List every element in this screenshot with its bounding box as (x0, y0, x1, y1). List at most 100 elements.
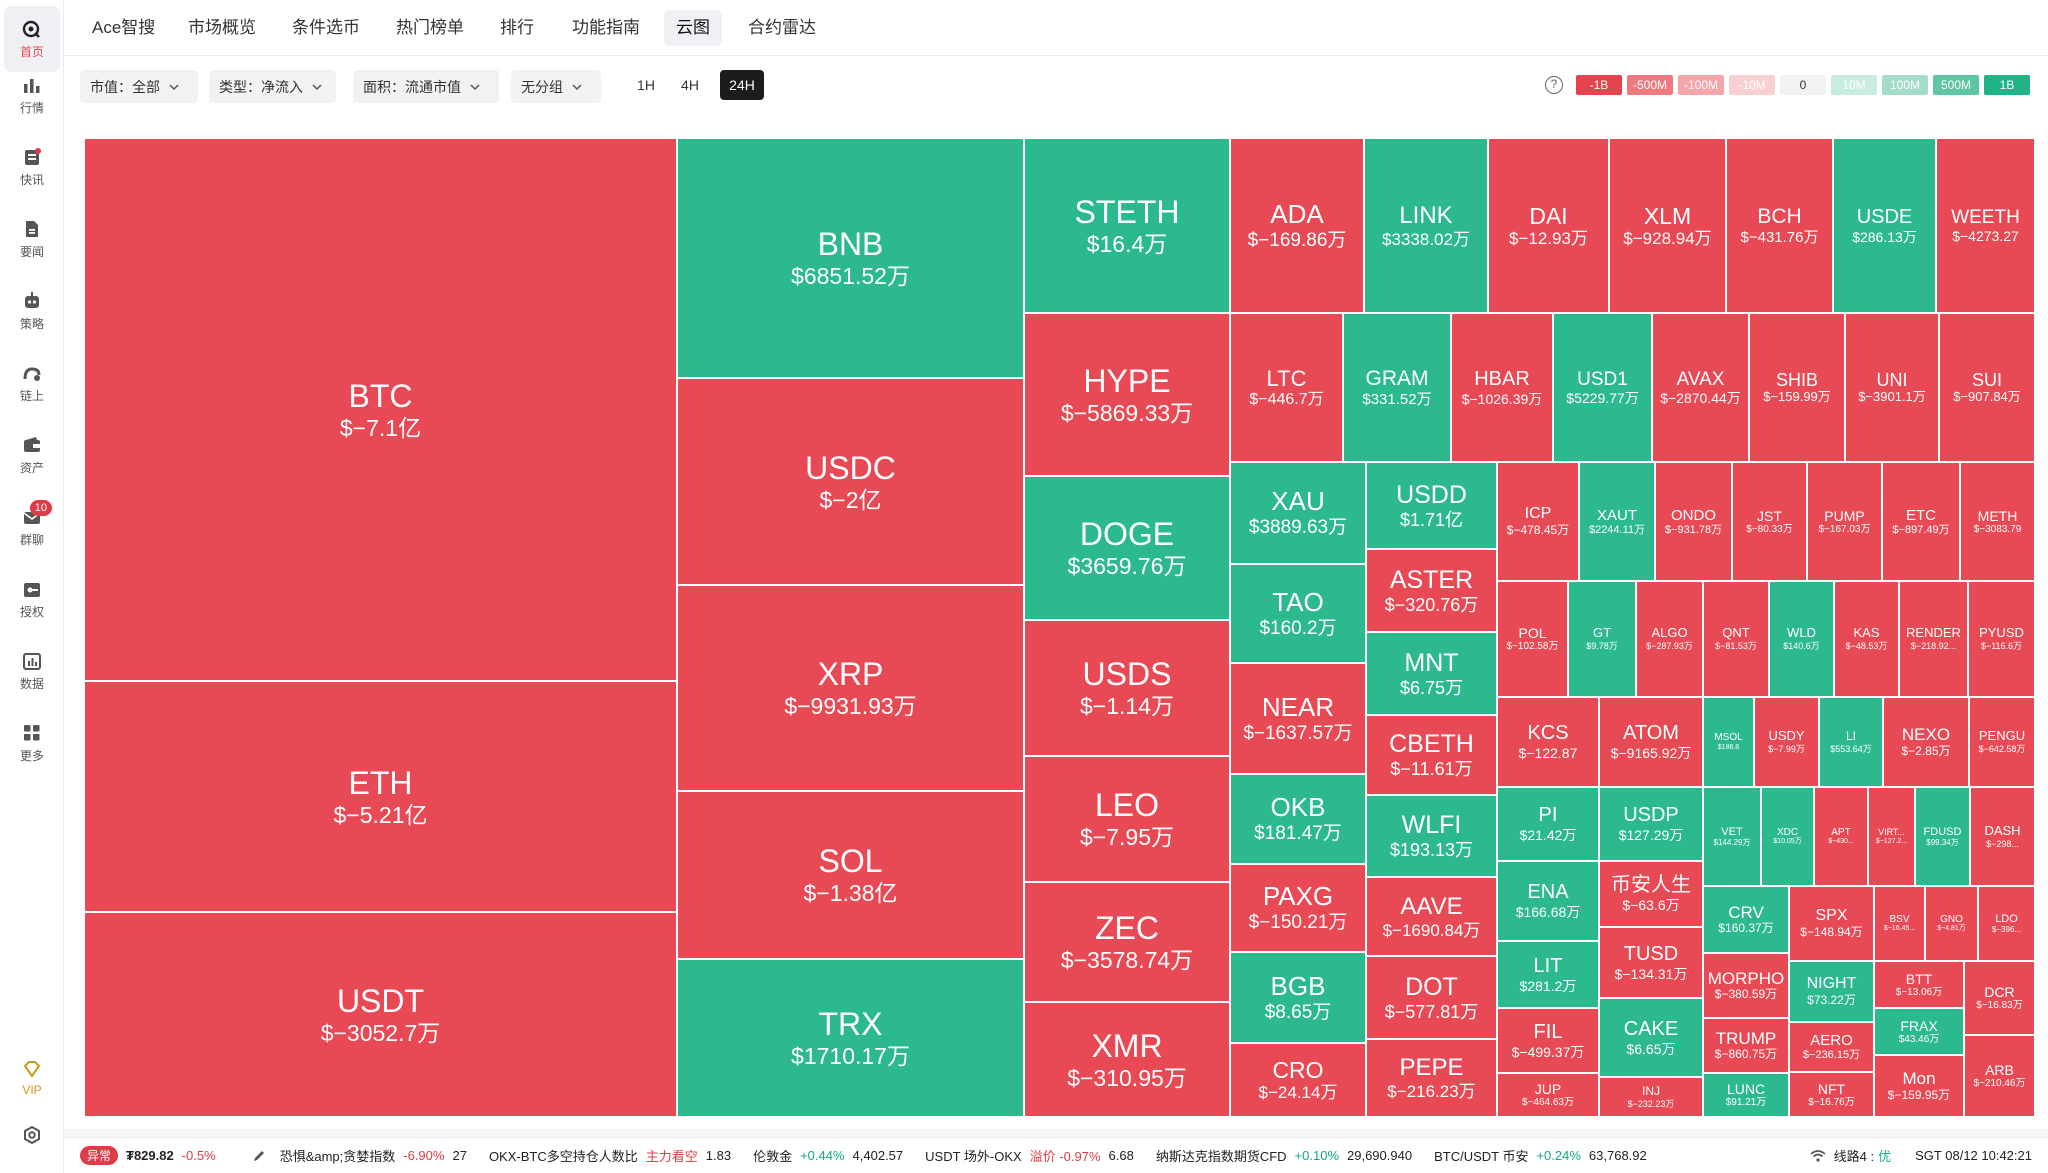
treemap-cell[interactable]: GRAM $331.52万 (1343, 313, 1451, 462)
treemap-cell[interactable]: USDY $−7.99万 (1754, 697, 1819, 787)
treemap-cell[interactable]: AAVE $−1690.84万 (1366, 877, 1497, 956)
treemap-cell[interactable]: ETC $−897.49万 (1882, 462, 1960, 581)
treemap-cell[interactable]: AVAX $−2870.44万 (1652, 313, 1749, 462)
treemap-cell[interactable]: OKB $181.47万 (1230, 774, 1366, 864)
sidebar-item-onchain[interactable]: 链上 (4, 350, 60, 416)
ticker-item[interactable]: 纳斯达克指数期货CFD +0.10% 29,690.940 (1156, 1146, 1420, 1165)
treemap-cell[interactable]: USDP $127.29万 (1599, 787, 1703, 861)
timeframe-1h[interactable]: 1H (637, 77, 655, 93)
treemap-cell[interactable]: JST $−80.33万 (1732, 462, 1807, 581)
treemap-cell[interactable]: MORPHO $−380.59万 (1703, 953, 1789, 1018)
treemap-cell[interactable]: DAI $−12.93万 (1488, 138, 1609, 313)
treemap-cell[interactable]: WLFI $193.13万 (1366, 795, 1497, 877)
treemap-cell[interactable]: VET $144.29万 (1703, 787, 1761, 886)
treemap-cell[interactable]: SPX $−148.94万 (1789, 886, 1874, 961)
treemap-cell[interactable]: ENA $166.68万 (1497, 861, 1599, 941)
treemap-cell[interactable]: SOL $−1.38亿 (677, 791, 1024, 959)
treemap-cell[interactable]: LDO $−396... (1978, 886, 2035, 961)
ticker-item[interactable]: BTC/USDT 币安 +0.24% 63,768.92 (1434, 1146, 1655, 1165)
treemap-cell[interactable]: LEO $−7.95万 (1024, 756, 1230, 882)
treemap-cell[interactable]: XLM $−928.94万 (1609, 138, 1726, 313)
treemap-cell[interactable]: ETH $−5.21亿 (84, 681, 677, 912)
treemap-cell[interactable]: PYUSD $−116.6万 (1968, 581, 2035, 697)
treemap-cell[interactable]: PI $21.42万 (1497, 787, 1599, 861)
treemap-cell[interactable]: WLD $140.6万 (1769, 581, 1834, 697)
treemap-cell[interactable]: BTT $−13.06万 (1874, 961, 1964, 1008)
sidebar-item-assets[interactable]: 资产 (4, 422, 60, 488)
sidebar-item-headlines[interactable]: 要闻 (4, 206, 60, 272)
treemap-cell[interactable]: SUI $−907.84万 (1939, 313, 2035, 462)
sidebar-item-home[interactable]: 首页 (4, 6, 60, 72)
treemap-cell[interactable]: MNT $6.75万 (1366, 632, 1497, 715)
sidebar-item-data[interactable]: 数据 (4, 638, 60, 704)
treemap-cell[interactable]: ASTER $−320.76万 (1366, 549, 1497, 632)
treemap-cell[interactable]: DOT $−577.81万 (1366, 956, 1497, 1039)
treemap-cell[interactable]: USDC $−2亿 (677, 378, 1024, 585)
help-icon[interactable]: ? (1544, 76, 1563, 94)
treemap-cell[interactable]: XAU $3889.63万 (1230, 462, 1366, 564)
treemap-cell[interactable]: USDD $1.71亿 (1366, 462, 1497, 549)
sidebar-item-authorize[interactable]: 授权 (4, 566, 60, 632)
treemap-cell[interactable]: MSOL $186.8 (1703, 697, 1754, 787)
ticker-abnormal[interactable]: 异常 ₮829.82 -0.5% (80, 1146, 224, 1165)
treemap-cell[interactable]: ATOM $−9165.92万 (1599, 697, 1703, 787)
treemap-cell[interactable]: NIGHT $73.22万 (1789, 961, 1874, 1022)
treemap-cell[interactable]: LTC $−446.7万 (1230, 313, 1343, 462)
treemap-cell[interactable]: JUP $−464.63万 (1497, 1073, 1599, 1117)
tab-coin-screener[interactable]: 条件选币 (292, 18, 360, 37)
treemap-cell[interactable]: HYPE $−5869.33万 (1024, 313, 1230, 476)
treemap-cell[interactable]: NFT $−16.76万 (1789, 1072, 1874, 1117)
treemap-cell[interactable]: LIT $281.2万 (1497, 941, 1599, 1008)
treemap-cell[interactable]: XDC $10.05万 (1761, 787, 1814, 886)
sidebar-item-chat[interactable]: 群聊 10 (4, 494, 60, 560)
treemap-cell[interactable]: ALGO $−287.93万 (1636, 581, 1703, 697)
treemap-cell[interactable]: WEETH $−4273.27 (1936, 138, 2035, 313)
market-cap-dropdown[interactable]: 市值：全部 (80, 70, 198, 103)
tab-ranking[interactable]: 排行 (500, 18, 534, 37)
treemap-cell[interactable]: PUMP $−167.03万 (1807, 462, 1882, 581)
treemap-cell[interactable]: ONDO $−931.78万 (1655, 462, 1732, 581)
treemap-cell[interactable]: BCH $−431.76万 (1726, 138, 1833, 313)
timeframe-4h[interactable]: 4H (681, 77, 699, 93)
tab-hot-list[interactable]: 热门榜单 (396, 18, 464, 37)
vip-button[interactable]: VIP (4, 1045, 60, 1111)
treemap-cell[interactable]: ZEC $−3578.74万 (1024, 882, 1230, 1002)
timeframe-24h[interactable]: 24H (720, 70, 764, 100)
treemap-cell[interactable]: HBAR $−1026.39万 (1451, 313, 1553, 462)
treemap-cell[interactable]: LI $553.64万 (1819, 697, 1883, 787)
treemap-cell[interactable]: GNO $−4.81万 (1925, 886, 1978, 961)
treemap-cell[interactable]: USDS $−1.14万 (1024, 620, 1230, 756)
treemap-cell[interactable]: CRV $160.37万 (1703, 886, 1789, 953)
treemap-cell[interactable]: RENDER $−218.92... (1899, 581, 1968, 697)
treemap-cell[interactable]: CAKE $6.65万 (1599, 998, 1703, 1077)
pencil-icon[interactable] (252, 1149, 266, 1163)
treemap-cell[interactable]: FRAX $43.46万 (1874, 1008, 1964, 1055)
tab-contract-radar[interactable]: 合约雷达 (748, 18, 816, 37)
treemap-cell[interactable]: KAS $−48.53万 (1834, 581, 1899, 697)
tab-cloud-map[interactable]: 云图 (664, 10, 722, 46)
treemap-cell[interactable]: PAXG $−150.21万 (1230, 864, 1366, 952)
treemap-cell[interactable]: BGB $8.65万 (1230, 952, 1366, 1043)
treemap-cell[interactable]: APT $−430... (1814, 787, 1868, 886)
ticker-item[interactable]: 伦敦金 +0.44% 4,402.57 (753, 1146, 911, 1165)
tab-market-overview[interactable]: 市场概览 (188, 18, 256, 37)
treemap-cell[interactable]: USD1 $5229.77万 (1553, 313, 1652, 462)
treemap-cell[interactable]: VIRT... $−127.2... (1868, 787, 1915, 886)
treemap-cell[interactable]: BNB $6851.52万 (677, 138, 1024, 378)
ticker-item[interactable]: OKX-BTC多空持仓人数比 主力看空 1.83 (489, 1146, 739, 1165)
treemap-cell[interactable]: DCR $−16.83万 (1964, 961, 2035, 1035)
treemap-cell[interactable]: TUSD $−134.31万 (1599, 927, 1703, 998)
treemap-cell[interactable]: USDT $−3052.7万 (84, 912, 677, 1117)
treemap-cell[interactable]: XRP $−9931.93万 (677, 585, 1024, 791)
treemap-cell[interactable]: NEAR $−1637.57万 (1230, 663, 1366, 774)
treemap-cell[interactable]: BSV $−16.45... (1874, 886, 1925, 961)
treemap-cell[interactable]: UNI $−3901.1万 (1845, 313, 1939, 462)
treemap-cell[interactable]: ARB $−210.46万 (1964, 1035, 2035, 1117)
treemap-cell[interactable]: BTC $−7.1亿 (84, 138, 677, 681)
treemap-cell[interactable]: USDE $286.13万 (1833, 138, 1936, 313)
treemap-cell[interactable]: SHIB $−159.99万 (1749, 313, 1845, 462)
treemap-cell[interactable]: INJ $−232.23万 (1599, 1077, 1703, 1117)
treemap-cell[interactable]: TAO $160.2万 (1230, 564, 1366, 663)
treemap-cell[interactable]: POL $−102.58万 (1497, 581, 1568, 697)
treemap-cell[interactable]: XMR $−310.95万 (1024, 1002, 1230, 1117)
